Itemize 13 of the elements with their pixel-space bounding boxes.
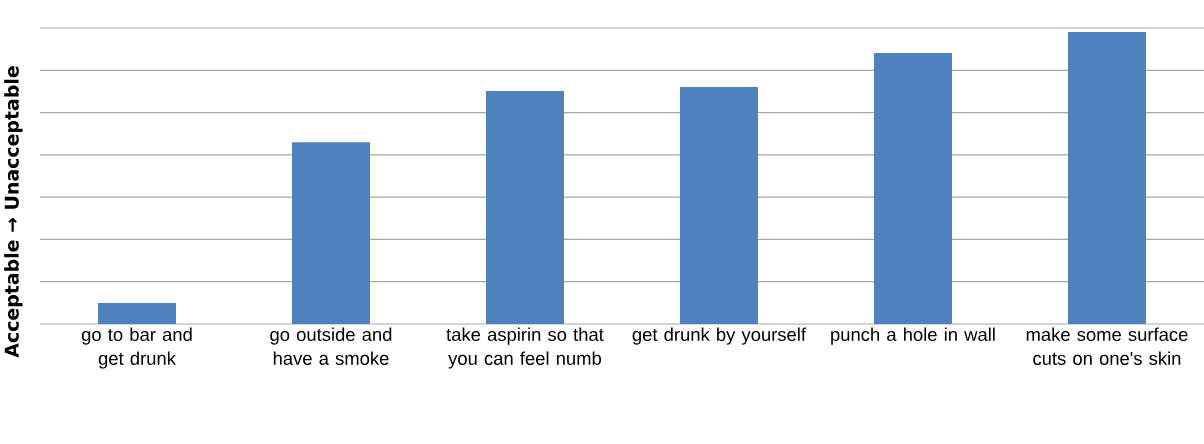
x-tick-label: take aspirin so that you can feel numb xyxy=(446,327,604,369)
x-tick-label: get drunk by yourself xyxy=(632,327,807,345)
bar xyxy=(291,142,370,324)
x-tick-label: go outside and have a smoke xyxy=(270,327,392,365)
x-tick-label: punch a hole in wall xyxy=(831,327,995,345)
x-tick-label: go to bar and get drunk xyxy=(81,327,192,369)
x-tick-label: make some surface cuts on one's skin xyxy=(1026,327,1188,365)
bar xyxy=(485,91,564,324)
bar xyxy=(98,302,176,324)
y-axis-title: Acceptable → Unacceptable xyxy=(4,66,23,358)
bar xyxy=(679,86,758,324)
bar xyxy=(1067,32,1146,324)
bar xyxy=(873,53,952,324)
